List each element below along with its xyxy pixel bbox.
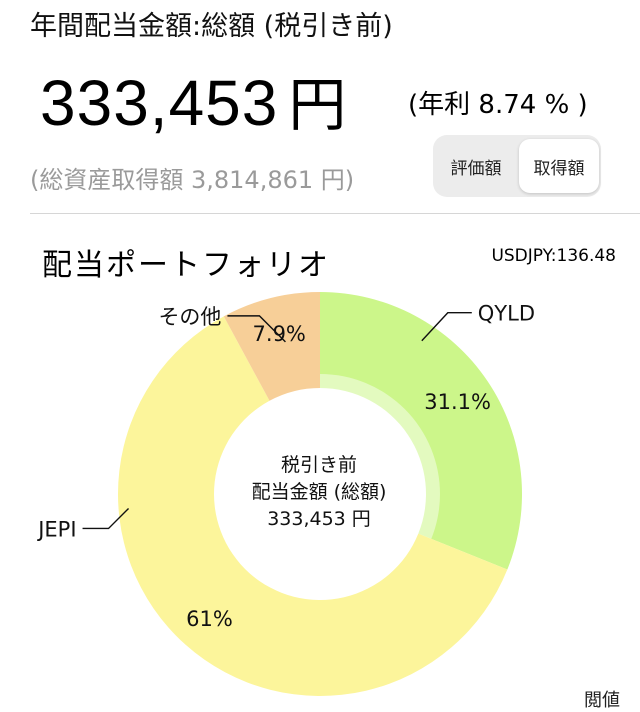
amount-unit: 円 [288, 71, 347, 139]
amount-value: 333,453 [40, 67, 279, 139]
donut-slice-QYLD[interactable] [320, 292, 522, 570]
donut-center-label: 税引き前 配当金額 (総額) 333,453 円 [214, 452, 424, 533]
category-label: JEPI [36, 517, 76, 541]
annual-rate: (年利 8.74 % ) [408, 90, 588, 120]
category-label: その他 [158, 305, 221, 329]
donut-slice-JEPI[interactable] [117, 316, 508, 696]
slice-value-label: 31.1% [424, 390, 491, 414]
slice-value-label: 7.9% [253, 322, 306, 346]
valuation-toggle: 評価額 取得額 [433, 135, 601, 197]
divider [30, 213, 640, 214]
slice-value-label: 61% [186, 607, 233, 631]
leader-line [421, 312, 472, 342]
toggle-option-valuation[interactable]: 評価額 [450, 158, 502, 179]
leader-line [227, 315, 286, 343]
center-line-3: 333,453 円 [267, 508, 371, 530]
total-assets-text: (総資産取得額 3,814,861 円) [30, 166, 355, 194]
category-label: QYLD [478, 302, 535, 326]
page-title: 年間配当金額:総額 (税引き前) [30, 11, 393, 42]
center-line-2: 配当金額 (総額) [251, 481, 387, 503]
dividend-portfolio-donut-chart: 31.1% QYLD 61% JEPI 7.9% その他 [36, 292, 535, 696]
toggle-option-acquisition[interactable]: 取得額 [519, 139, 599, 193]
exchange-rate: USDJPY:136.48 [491, 246, 616, 266]
cut-off-label: 閲値 [584, 690, 620, 711]
leader-line [82, 507, 130, 530]
donut-hole [216, 390, 424, 598]
annual-dividend-amount: 333,453 円 [40, 58, 346, 142]
donut-slice-その他[interactable] [223, 292, 320, 401]
center-line-1: 税引き前 [280, 454, 357, 476]
portfolio-title: 配当ポートフォリオ [42, 248, 330, 283]
